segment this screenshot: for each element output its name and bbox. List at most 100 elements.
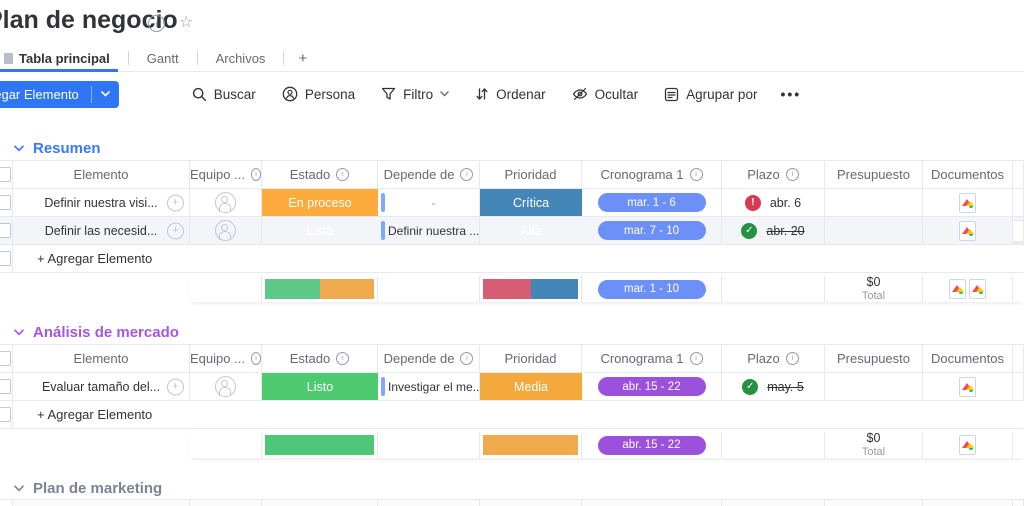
hide-button[interactable]: Ocultar [559, 87, 652, 102]
chevron-down-icon[interactable] [92, 91, 119, 97]
deadline-cell[interactable]: ✓ may. 5 [722, 373, 825, 400]
column-header-plazo[interactable]: Plazo i [722, 345, 825, 372]
add-item-row[interactable]: + Agregar Elemento [0, 401, 1024, 429]
group-marketing-header[interactable]: Plan de marketing [0, 478, 1024, 498]
tab-archivos[interactable]: Archivos [198, 45, 284, 71]
deadline-cell[interactable]: ✓ abr. 20 [722, 217, 825, 244]
timeline-cell[interactable]: abr. 15 - 22 [582, 373, 722, 400]
column-header-equipo[interactable]: Equipo ... i [190, 345, 262, 372]
priority-cell[interactable]: Alta [480, 217, 582, 244]
summary-status[interactable] [262, 432, 378, 458]
column-header-prioridad[interactable]: Prioridad [480, 161, 582, 188]
documents-cell[interactable] [923, 373, 1013, 400]
info-icon[interactable]: i [336, 352, 350, 365]
column-header-depende[interactable]: Depende de i [378, 345, 480, 372]
priority-bar-critica[interactable] [530, 279, 578, 299]
info-icon[interactable]: i [785, 168, 799, 181]
select-all-checkbox[interactable] [0, 167, 11, 182]
add-tab-button[interactable]: + [298, 49, 308, 67]
column-header-presupuesto[interactable]: Presupuesto [825, 161, 923, 188]
row-checkbox[interactable] [0, 195, 11, 210]
column-header-estado[interactable]: Estado i [262, 161, 378, 188]
add-item-row[interactable]: + Agregar Elemento [0, 245, 1024, 273]
item-name-cell[interactable]: Definir nuestra visi... + [13, 189, 190, 216]
deadline-cell[interactable]: ! abr. 6 [722, 189, 825, 216]
filter-button[interactable]: Filtro [368, 87, 462, 102]
column-header-documentos[interactable]: Documentos [923, 161, 1013, 188]
row-checkbox[interactable] [0, 251, 11, 266]
info-icon[interactable]: i [250, 352, 261, 365]
column-header-elemento[interactable]: Elemento [13, 161, 190, 188]
document-icon[interactable] [959, 220, 976, 241]
column-header-documentos[interactable]: Documentos [923, 345, 1013, 372]
info-icon[interactable]: i [148, 15, 165, 32]
add-conversation-icon[interactable]: + [167, 194, 184, 211]
add-item-button[interactable]: + Agregar Elemento [13, 401, 1024, 428]
priority-bar-alta[interactable] [483, 279, 531, 299]
priority-cell[interactable]: Crítica [480, 189, 582, 216]
depends-cell[interactable]: Investigar el me... [378, 373, 480, 400]
priority-cell[interactable]: Media [480, 373, 582, 400]
budget-cell[interactable] [825, 373, 923, 400]
info-icon[interactable]: i [689, 168, 703, 181]
document-icon[interactable] [959, 376, 976, 397]
status-bar-en-proceso[interactable] [319, 279, 374, 299]
tab-tabla-principal[interactable]: Tabla principal [0, 45, 128, 72]
team-cell[interactable] [190, 373, 262, 400]
add-element-button[interactable]: Agregar Elemento [0, 80, 119, 108]
info-icon[interactable]: i [336, 168, 350, 181]
search-button[interactable]: Buscar [179, 87, 269, 102]
group-by-button[interactable]: Agrupar por [651, 87, 770, 102]
row-checkbox[interactable] [0, 379, 11, 394]
add-item-button[interactable]: + Agregar Elemento [13, 245, 1024, 272]
column-header-elemento[interactable]: Elemento [13, 345, 190, 372]
column-header-estado[interactable]: Estado i [262, 345, 378, 372]
document-icon[interactable] [959, 192, 976, 213]
info-icon[interactable]: i [250, 168, 261, 181]
priority-bar-media[interactable] [483, 435, 578, 455]
status-cell[interactable]: Listo [262, 217, 378, 244]
summary-timeline[interactable]: mar. 1 - 10 [582, 276, 722, 302]
info-icon[interactable]: i [785, 352, 799, 365]
column-header-prioridad[interactable]: Prioridad [480, 345, 582, 372]
group-resumen-header[interactable]: Resumen [0, 138, 1024, 158]
timeline-cell[interactable]: mar. 1 - 6 [582, 189, 722, 216]
summary-status[interactable] [262, 276, 378, 302]
table-row[interactable]: Definir nuestra visi... + En proceso - C… [0, 189, 1024, 217]
column-header-equipo[interactable]: Equipo ... i [190, 161, 262, 188]
add-conversation-icon[interactable]: + [167, 222, 184, 239]
summary-priority[interactable] [480, 276, 582, 302]
status-cell[interactable]: En proceso [262, 189, 378, 216]
team-cell[interactable] [190, 189, 262, 216]
star-icon[interactable]: ☆ [179, 14, 194, 31]
status-bar-listo[interactable] [265, 279, 320, 299]
summary-timeline[interactable]: abr. 15 - 22 [582, 432, 722, 458]
person-filter-button[interactable]: Persona [269, 86, 368, 102]
status-cell[interactable]: Listo [262, 373, 378, 400]
group-analisis-header[interactable]: Análisis de mercado [0, 322, 1024, 342]
table-row[interactable]: Evaluar tamaño del... + Listo Investigar… [0, 373, 1024, 401]
info-icon[interactable]: i [460, 352, 474, 365]
team-cell[interactable] [190, 217, 262, 244]
select-all-checkbox[interactable] [0, 351, 11, 366]
item-name-cell[interactable]: Evaluar tamaño del... + [13, 373, 190, 400]
row-checkbox[interactable] [0, 223, 11, 238]
row-checkbox[interactable] [0, 407, 11, 422]
budget-cell[interactable] [825, 217, 923, 244]
table-row[interactable]: Definir las necesid... + Listo Definir n… [0, 217, 1024, 245]
documents-cell[interactable] [923, 189, 1013, 216]
column-header-depende[interactable]: Depende de i [378, 161, 480, 188]
summary-priority[interactable] [480, 432, 582, 458]
more-options-button[interactable]: ••• [780, 86, 802, 102]
item-name-cell[interactable]: Definir las necesid... + [13, 217, 190, 244]
status-bar-listo[interactable] [265, 435, 374, 455]
documents-cell[interactable] [923, 217, 1013, 244]
budget-cell[interactable] [825, 189, 923, 216]
info-icon[interactable]: i [460, 168, 474, 181]
timeline-cell[interactable]: mar. 7 - 10 [582, 217, 722, 244]
column-header-plazo[interactable]: Plazo i [722, 161, 825, 188]
sort-button[interactable]: Ordenar [462, 87, 559, 102]
depends-cell[interactable]: - [378, 189, 480, 216]
